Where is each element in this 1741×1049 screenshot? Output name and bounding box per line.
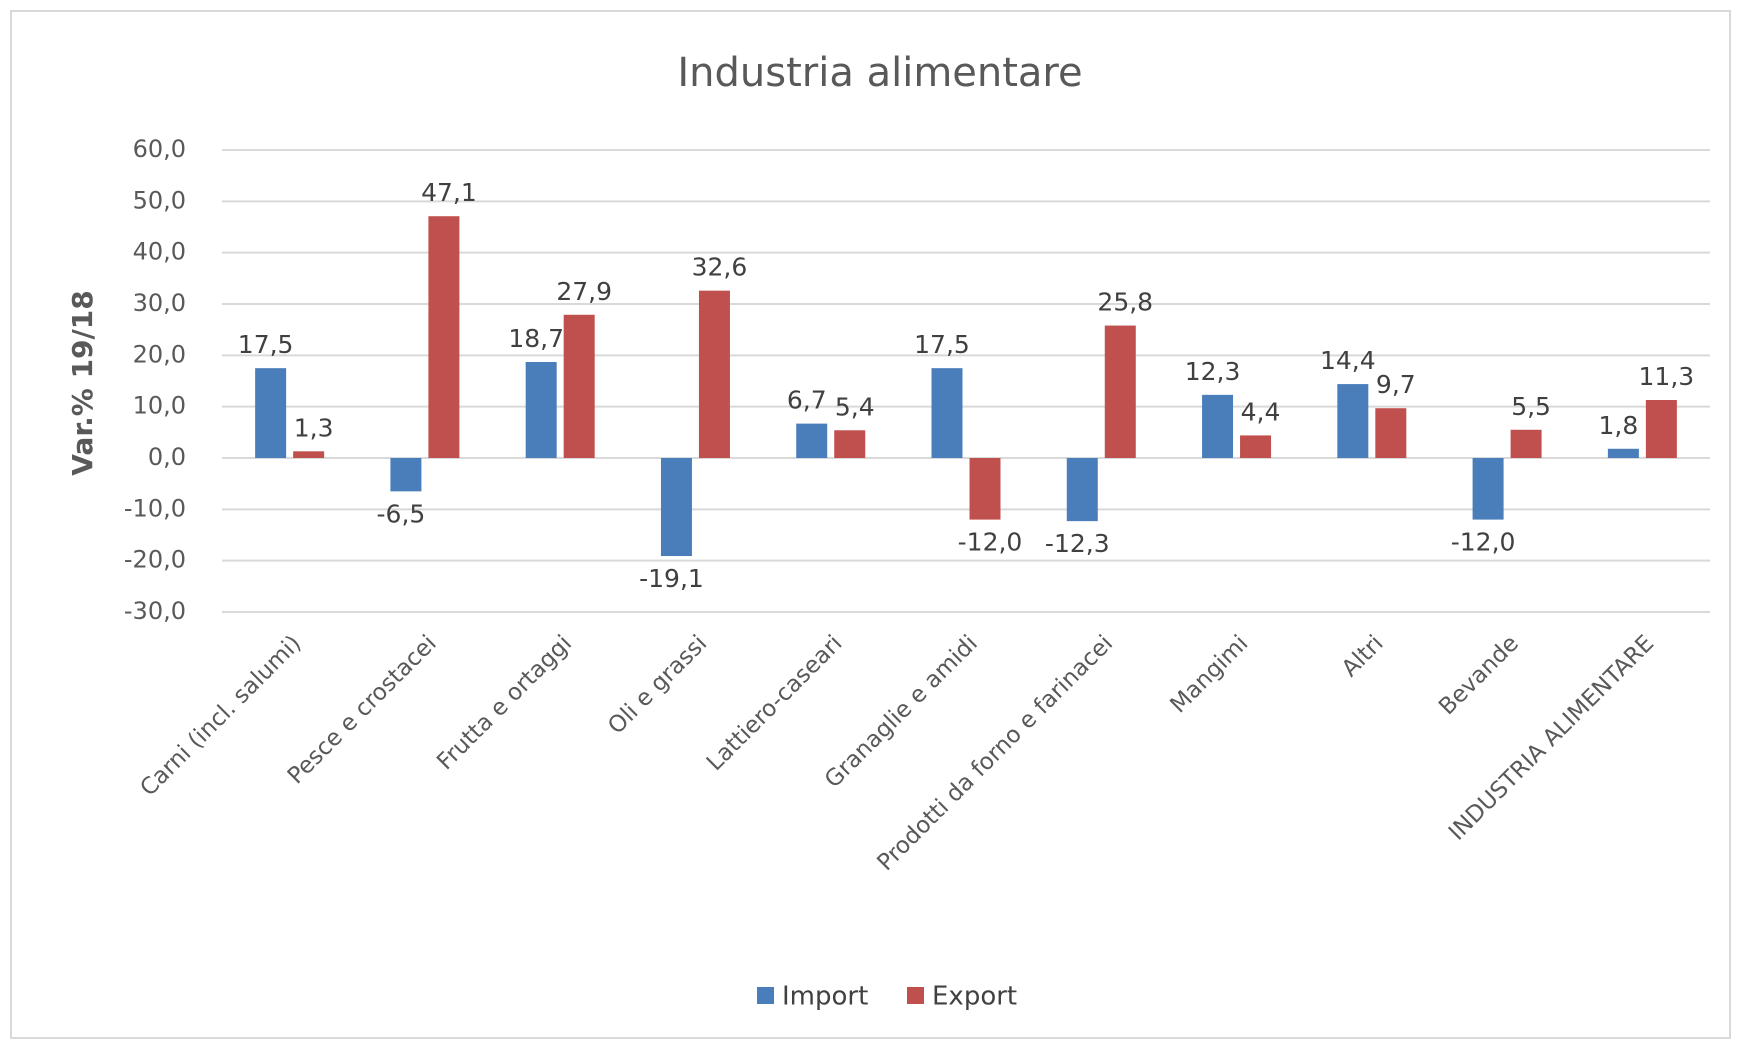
bar [293,451,325,458]
bar [796,423,828,458]
value-label: 27,9 [556,277,612,306]
value-label: -12,3 [1045,529,1110,558]
bar [1375,408,1407,458]
y-tick-label: 60,0 [133,135,186,163]
value-label: 5,4 [835,392,875,421]
value-label: 4,4 [1241,397,1281,426]
bar [660,458,692,557]
bar [563,314,595,458]
value-label: -12,0 [1451,528,1516,557]
y-tick-label: 30,0 [133,289,186,317]
bar [1202,394,1234,458]
y-tick-label: 10,0 [133,392,186,420]
bar [1607,448,1639,458]
value-label: 1,3 [294,413,334,442]
legend-swatch [907,987,924,1004]
bar [1510,429,1542,458]
bar [428,216,460,458]
value-label: 1,8 [1598,411,1638,440]
value-label: 12,3 [1185,357,1241,386]
y-axis-label: Var.% 19/18 [66,290,99,475]
y-tick-label: 50,0 [133,186,186,214]
bar [390,458,422,492]
bar [834,430,866,458]
value-label: 25,8 [1097,288,1153,317]
value-label: 17,5 [914,330,970,359]
y-tick-label: -10,0 [124,494,186,522]
value-label: -6,5 [377,499,426,528]
value-label: 5,5 [1511,392,1551,421]
value-label: 11,3 [1639,362,1695,391]
value-label: 9,7 [1376,370,1416,399]
value-label: 6,7 [787,386,827,415]
bar [1240,435,1272,458]
legend-swatch [757,987,774,1004]
legend-label: Import [782,982,868,1012]
bar [1337,384,1369,458]
chart-title: Industria alimentare [677,50,1082,96]
legend-label: Export [932,982,1017,1012]
bar [1066,458,1098,522]
bar [1472,458,1504,520]
value-label: -19,1 [639,564,704,593]
y-tick-label: 0,0 [148,443,186,471]
value-label: 14,4 [1320,346,1376,375]
value-label: 18,7 [508,324,564,353]
y-tick-label: 40,0 [133,238,186,266]
value-label: 17,5 [238,330,294,359]
y-tick-label: 20,0 [133,340,186,368]
chart-frame [10,10,1731,1039]
value-label: -12,0 [958,528,1023,557]
bar [1104,325,1136,458]
bar [969,458,1001,520]
value-label: 32,6 [692,253,748,282]
bar [931,368,963,458]
value-label: 47,1 [421,178,477,207]
bar [525,362,557,458]
bar [698,290,730,458]
y-tick-label: -20,0 [124,546,186,574]
bar [255,368,287,458]
bar [1645,399,1677,458]
y-tick-label: -30,0 [124,597,186,625]
